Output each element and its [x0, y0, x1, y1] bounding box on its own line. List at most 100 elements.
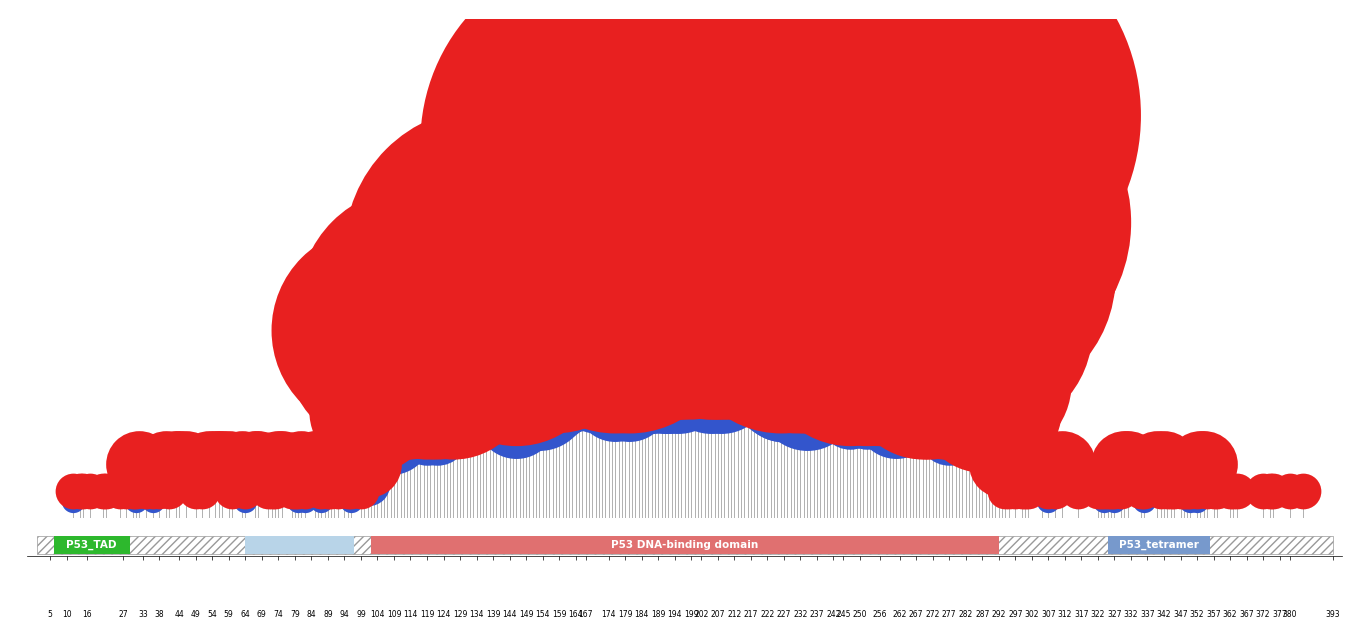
Point — [777, 379, 799, 389]
Point — [674, 244, 696, 254]
Point — [159, 486, 180, 496]
Point — [1031, 459, 1052, 469]
Point — [1090, 486, 1112, 496]
Point — [1180, 486, 1201, 496]
Point — [971, 446, 993, 456]
Point — [522, 396, 544, 406]
Point — [879, 379, 900, 389]
Point — [888, 379, 910, 389]
Point — [1037, 486, 1059, 496]
Point — [909, 325, 930, 335]
Point — [469, 413, 491, 423]
Point — [108, 486, 130, 496]
Point — [1104, 486, 1125, 496]
Point — [92, 486, 114, 496]
Point — [472, 363, 494, 373]
Point — [648, 329, 670, 339]
Point — [819, 363, 841, 373]
Point — [465, 298, 487, 308]
Point — [759, 217, 781, 227]
Point — [396, 429, 418, 439]
Point — [538, 363, 560, 373]
Point — [780, 298, 801, 308]
Point — [713, 271, 735, 281]
Point — [747, 363, 769, 373]
Point — [793, 379, 815, 389]
Point — [782, 244, 804, 254]
Point — [918, 379, 940, 389]
Point — [915, 329, 937, 339]
Point — [982, 446, 1003, 456]
Point — [690, 217, 712, 227]
Point — [393, 379, 415, 389]
Point — [377, 413, 399, 423]
Point — [945, 396, 967, 406]
Point — [453, 379, 475, 389]
Point — [812, 346, 834, 356]
Point — [621, 217, 643, 227]
Point — [936, 379, 957, 389]
Point — [823, 298, 845, 308]
Point — [885, 413, 907, 423]
Point — [430, 379, 452, 389]
Point — [846, 313, 868, 323]
Point — [961, 429, 983, 439]
Point — [359, 446, 381, 456]
Point — [518, 379, 540, 389]
Point — [816, 244, 838, 254]
Point — [635, 379, 656, 389]
Point — [694, 363, 716, 373]
Text: P53_tetramer: P53_tetramer — [1119, 540, 1199, 550]
Point — [231, 459, 252, 469]
Point — [978, 325, 999, 335]
Point — [386, 413, 408, 423]
Point — [479, 325, 500, 335]
Point — [430, 298, 452, 308]
Point — [571, 346, 593, 356]
Point — [614, 379, 636, 389]
Point — [644, 329, 666, 339]
Point — [865, 363, 887, 373]
Point — [412, 325, 434, 335]
Point — [552, 298, 574, 308]
Point — [568, 363, 590, 373]
Point — [1163, 486, 1185, 496]
Point — [290, 459, 312, 469]
Point — [393, 429, 415, 439]
Point — [148, 486, 170, 496]
Point — [700, 379, 721, 389]
Point — [819, 271, 841, 281]
Point — [416, 379, 438, 389]
Point — [658, 379, 679, 389]
Point — [648, 217, 670, 227]
Point — [724, 244, 746, 254]
Point — [499, 271, 521, 281]
Point — [637, 379, 659, 389]
Point — [354, 459, 376, 469]
Point — [1117, 479, 1139, 489]
Point — [407, 325, 428, 335]
Point — [621, 329, 643, 339]
Point — [198, 479, 220, 489]
Point — [485, 325, 507, 335]
Point — [789, 379, 811, 389]
Point — [1012, 486, 1033, 496]
Point — [136, 486, 157, 496]
Point — [426, 379, 447, 389]
Point — [941, 244, 963, 254]
Point — [1292, 486, 1314, 496]
Point — [400, 325, 422, 335]
Point — [704, 298, 725, 308]
Point — [1153, 479, 1174, 489]
Point — [1051, 459, 1073, 469]
Point — [248, 479, 270, 489]
Point — [651, 329, 673, 339]
Point — [601, 137, 622, 147]
Point — [317, 486, 339, 496]
Bar — [37, 536, 1333, 554]
Point — [287, 496, 309, 506]
Point — [720, 298, 742, 308]
Point — [515, 379, 537, 389]
Point — [681, 363, 702, 373]
Point — [366, 413, 388, 423]
